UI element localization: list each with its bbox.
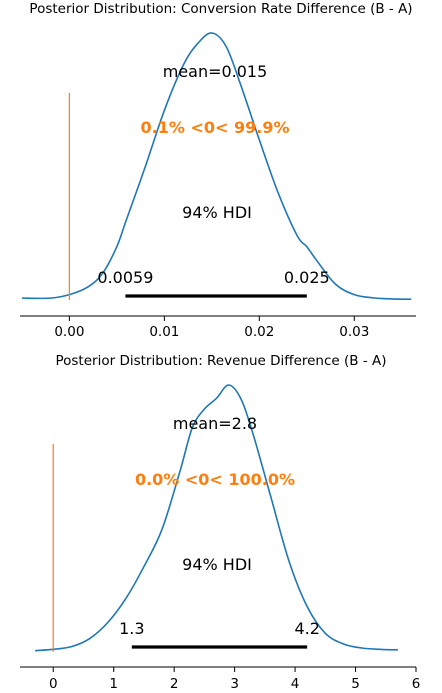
hdi-upper-label: 4.2 [294,619,319,638]
x-tick-label: 0 [49,676,58,692]
hdi-lower-label: 1.3 [119,619,144,638]
reference-probability-label: 0.1% <0< 99.9% [141,118,290,137]
mean-label: mean=0.015 [163,62,268,81]
x-tick-label: 0.02 [244,324,274,340]
x-tick-label: 5 [351,676,360,692]
x-tick-label: 3 [230,676,239,692]
x-tick-label: 4 [291,676,300,692]
hdi-upper-label: 0.025 [284,268,330,287]
hdi-lower-label: 0.0059 [97,268,153,287]
chart-panel-1: Posterior Distribution: Conversion Rate … [20,1,416,340]
x-tick-label: 0.01 [149,324,179,340]
x-tick-label: 0.00 [54,324,84,340]
chart-title: Posterior Distribution: Revenue Differen… [55,353,386,369]
mean-label: mean=2.8 [173,414,257,433]
hdi-label: 94% HDI [182,555,252,574]
x-tick-label: 2 [170,676,179,692]
chart-panel-2: Posterior Distribution: Revenue Differen… [20,353,420,692]
x-tick-label: 1 [109,676,118,692]
x-tick-label: 0.03 [339,324,369,340]
hdi-label: 94% HDI [182,203,252,222]
chart-title: Posterior Distribution: Conversion Rate … [29,1,412,17]
x-tick-label: 6 [412,676,421,692]
reference-probability-label: 0.0% <0< 100.0% [135,470,295,489]
